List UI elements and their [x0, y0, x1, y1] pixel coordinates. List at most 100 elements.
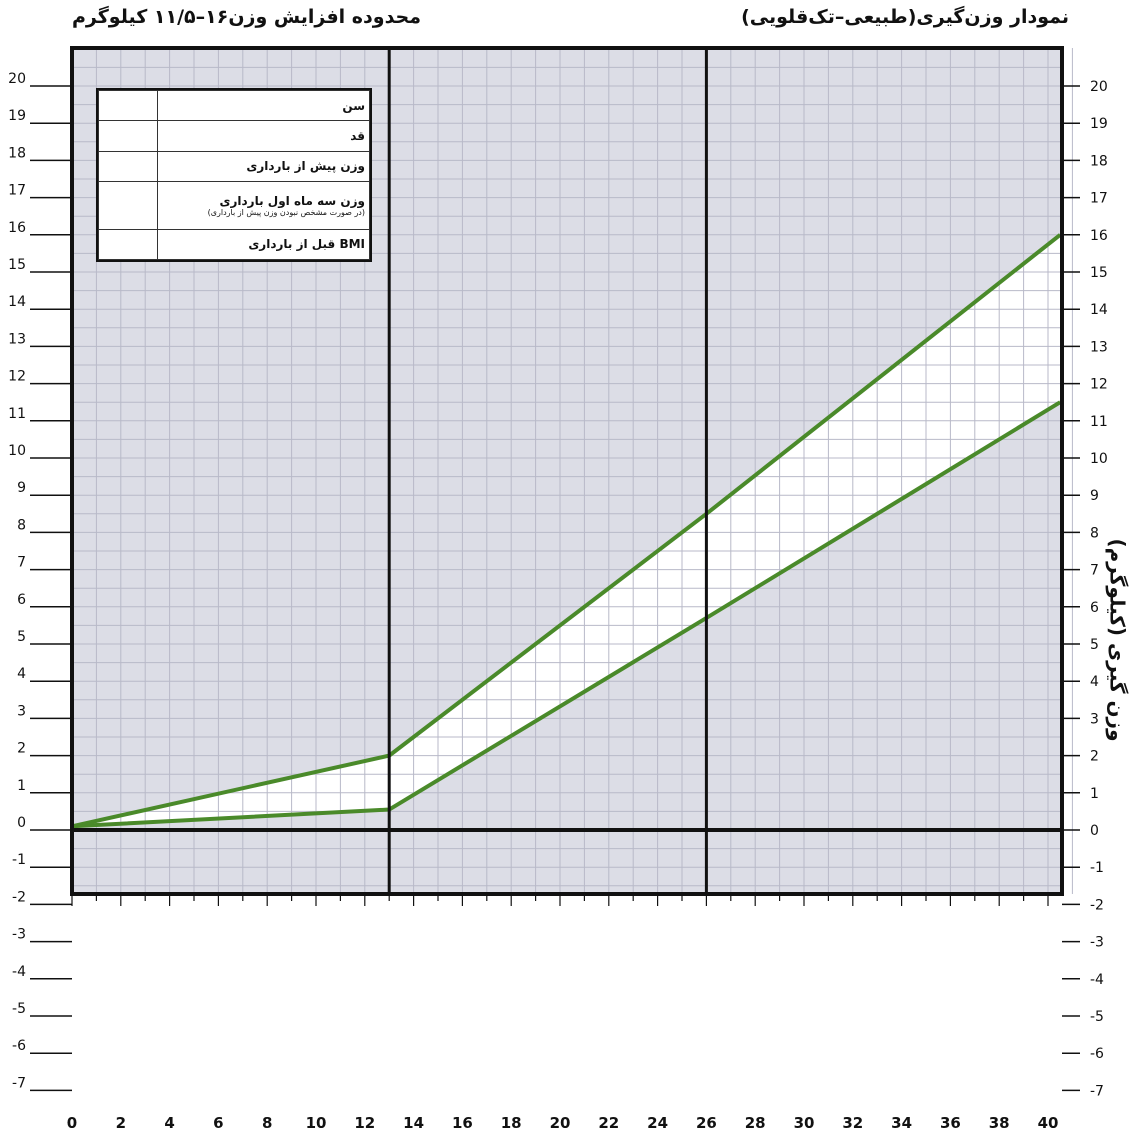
y-tick-label-left: 20 [8, 71, 26, 87]
y-tick-label-right: 1 [1090, 786, 1099, 802]
info-value-cell[interactable] [98, 89, 158, 122]
y-tick-label-left: 6 [17, 592, 26, 608]
info-row-bmi: BMI قبل از بارداری [98, 228, 370, 261]
info-value-cell[interactable] [98, 228, 158, 261]
y-axis-label-text: وزن گیری (کیلوگرم) [1106, 538, 1130, 742]
y-tick-label-right: -5 [1090, 1009, 1104, 1025]
info-label: وزن سه ماه اول بارداری (در صورت مشخص نبو… [157, 180, 370, 230]
y-tick-label-left: 13 [8, 331, 26, 347]
x-tick-label: 40 [1038, 1114, 1059, 1132]
y-tick-label-right: 19 [1090, 116, 1108, 132]
x-tick-label: 36 [940, 1114, 961, 1132]
y-tick-label-left: 17 [8, 183, 26, 199]
x-tick-label: 26 [696, 1114, 717, 1132]
plot-frame [70, 46, 1064, 896]
y-tick-label-right: -1 [1090, 860, 1104, 876]
x-tick-label: 18 [501, 1114, 522, 1132]
info-row-height: قد [98, 120, 370, 152]
info-value-cell[interactable] [98, 150, 158, 182]
y-tick-label-left: 4 [17, 666, 26, 682]
y-tick-label-left: 12 [8, 369, 26, 385]
x-tick-label: 12 [354, 1114, 375, 1132]
y-tick-label-left: -2 [12, 889, 26, 905]
y-tick-label-right: -2 [1090, 897, 1104, 913]
y-tick-label-right: 4 [1090, 674, 1099, 690]
y-tick-label-right: 12 [1090, 377, 1108, 393]
y-tick-label-right: 10 [1090, 451, 1108, 467]
y-tick-label-right: 17 [1090, 191, 1108, 207]
x-tick-label: 24 [647, 1114, 668, 1132]
y-tick-label-left: 14 [8, 294, 26, 310]
y-tick-label-right: 7 [1090, 563, 1099, 579]
y-tick-label-left: 9 [17, 480, 26, 496]
y-tick-label-right: 2 [1090, 749, 1099, 765]
x-tick-label: 10 [306, 1114, 327, 1132]
y-tick-label-left: -3 [12, 927, 26, 943]
x-tick-label: 8 [262, 1114, 272, 1132]
info-row-age: سن [98, 89, 370, 122]
info-row-first-trimester-weight: وزن سه ماه اول بارداری (در صورت مشخص نبو… [98, 180, 370, 230]
y-tick-label-right: 9 [1090, 488, 1099, 504]
y-tick-label-left: 1 [17, 778, 26, 794]
info-label: سن [157, 89, 370, 122]
y-tick-label-right: -7 [1090, 1083, 1104, 1099]
y-tick-label-right: 0 [1090, 823, 1099, 839]
x-tick-label: 32 [842, 1114, 863, 1132]
y-tick-label-left: 2 [17, 741, 26, 757]
y-tick-label-left: -6 [12, 1038, 26, 1054]
y-tick-label-right: 15 [1090, 265, 1108, 281]
info-label: BMI قبل از بارداری [157, 228, 370, 261]
y-tick-label-left: -5 [12, 1001, 26, 1017]
y-tick-label-left: -1 [12, 852, 26, 868]
info-value-cell[interactable] [98, 120, 158, 152]
info-row-prepregnancy-weight: وزن پیش از بارداری [98, 150, 370, 182]
y-tick-label-left: 5 [17, 629, 26, 645]
x-tick-label: 0 [67, 1114, 77, 1132]
y-tick-label-left: 3 [17, 703, 26, 719]
chart-title: نمودار وزن‌گیری(طبیعی–تک‌قلویی) [741, 6, 1069, 28]
y-tick-label-right: 3 [1090, 711, 1099, 727]
y-tick-label-right: 16 [1090, 228, 1108, 244]
y-tick-label-left: 16 [8, 220, 26, 236]
x-tick-label: 2 [116, 1114, 126, 1132]
y-tick-label-left: 11 [8, 406, 26, 422]
y-axis-label: وزن گیری (کیلوگرم) [1098, 538, 1138, 741]
info-label: وزن پیش از بارداری [157, 150, 370, 182]
y-tick-label-right: 13 [1090, 339, 1108, 355]
x-tick-label: 34 [891, 1114, 912, 1132]
x-tick-label: 38 [989, 1114, 1010, 1132]
y-tick-label-right: 18 [1090, 153, 1108, 169]
y-tick-label-right: 14 [1090, 302, 1108, 318]
y-tick-label-right: -4 [1090, 972, 1104, 988]
y-tick-label-left: 8 [17, 517, 26, 533]
y-tick-label-right: -3 [1090, 935, 1104, 951]
x-tick-label: 4 [164, 1114, 174, 1132]
upper-limit-line [71, 233, 1062, 829]
x-tick-label: 28 [745, 1114, 766, 1132]
patient-info-table: سن قد وزن پیش از بارداری وزن سه ماه اول … [96, 88, 372, 262]
x-tick-label: 6 [213, 1114, 223, 1132]
y-tick-label-right: 5 [1090, 637, 1099, 653]
y-tick-label-left: -7 [12, 1075, 26, 1091]
x-tick-label: 16 [452, 1114, 473, 1132]
y-tick-label-right: 11 [1090, 414, 1108, 430]
lower-limit-line [71, 400, 1062, 829]
y-tick-label-left: 7 [17, 555, 26, 571]
y-tick-label-left: 10 [8, 443, 26, 459]
x-tick-label: 22 [598, 1114, 619, 1132]
y-tick-label-right: 20 [1090, 79, 1108, 95]
info-label: قد [157, 120, 370, 152]
y-tick-label-left: 19 [8, 108, 26, 124]
info-note: (در صورت مشخص نبودن وزن پیش از بارداری) [207, 207, 365, 217]
x-tick-label: 14 [403, 1114, 424, 1132]
chart-subtitle: محدوده افزایش وزن۱۶–۱۱/۵ کیلوگرم [72, 6, 422, 28]
y-tick-label-right: 6 [1090, 600, 1099, 616]
y-tick-label-left: 18 [8, 145, 26, 161]
y-tick-label-left: 15 [8, 257, 26, 273]
y-tick-label-left: -4 [12, 964, 26, 980]
y-tick-label-right: -6 [1090, 1046, 1104, 1062]
y-tick-label-right: 8 [1090, 525, 1099, 541]
x-tick-label: 30 [794, 1114, 815, 1132]
info-value-cell[interactable] [98, 180, 158, 230]
y-tick-label-left: 0 [17, 815, 26, 831]
